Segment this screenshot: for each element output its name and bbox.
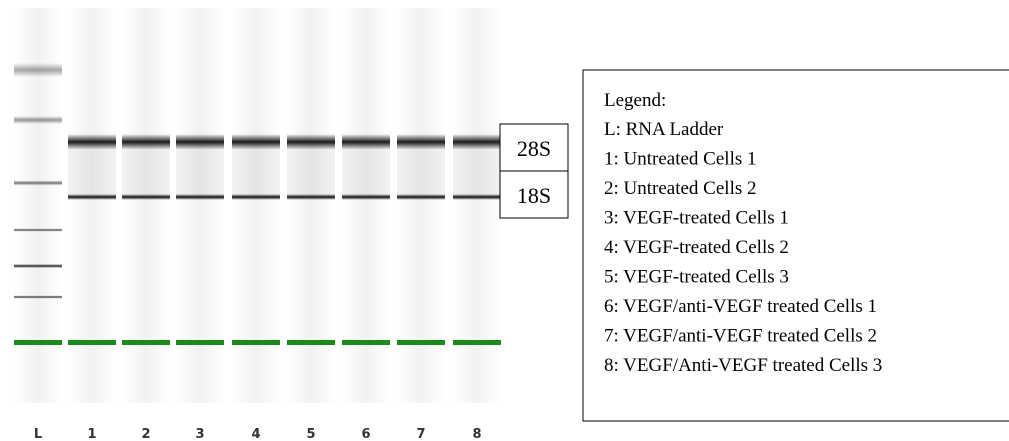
- legend-item: 4: VEGF-treated Cells 2: [604, 237, 789, 258]
- smear: [453, 150, 501, 195]
- lanes: L 1 2 3 4 5 6 7 8: [14, 8, 501, 441]
- smear: [232, 150, 280, 195]
- smear: [68, 150, 116, 195]
- marker-band: [232, 340, 280, 345]
- marker-band: [68, 340, 116, 345]
- band-28s: [122, 134, 170, 150]
- legend-title: Legend:: [604, 90, 666, 111]
- marker-band: [342, 340, 390, 345]
- legend-item: 6: VEGF/anti-VEGF treated Cells 1: [604, 296, 877, 317]
- lane-label: 7: [416, 427, 425, 441]
- marker-band: [287, 340, 335, 345]
- band-18s: [232, 194, 280, 200]
- smear: [176, 150, 224, 195]
- band-18s: [287, 194, 335, 200]
- legend-item: 2: Untreated Cells 2: [604, 178, 757, 199]
- band-18s: [397, 194, 445, 200]
- lane-label: L: [34, 427, 42, 441]
- lane-label: 4: [251, 427, 260, 441]
- marker-band: [397, 340, 445, 345]
- marker-band: [453, 340, 501, 345]
- band-18s: [342, 194, 390, 200]
- lane-label: 1: [87, 427, 96, 441]
- lane-label: 2: [141, 427, 150, 441]
- smear: [122, 150, 170, 195]
- legend-item: 3: VEGF-treated Cells 1: [604, 208, 789, 229]
- ladder-band: [14, 296, 62, 299]
- ladder-band: [14, 63, 62, 77]
- legend-item: 5: VEGF-treated Cells 3: [604, 267, 789, 288]
- band-28s: [287, 134, 335, 150]
- band-18s: [68, 194, 116, 200]
- band-28s: [68, 134, 116, 150]
- band-28s: [453, 134, 501, 150]
- legend-item: 1: Untreated Cells 1: [604, 149, 757, 170]
- lane-label: 5: [306, 427, 315, 441]
- band-28s: [342, 134, 390, 150]
- marker-band: [14, 340, 62, 345]
- legend-item: 7: VEGF/anti-VEGF treated Cells 2: [604, 326, 877, 347]
- smear: [397, 150, 445, 195]
- legend-item: 8: VEGF/Anti-VEGF treated Cells 3: [604, 355, 882, 376]
- ladder-band: [14, 229, 62, 232]
- lane-label: 6: [361, 427, 370, 441]
- ladder-band: [14, 116, 62, 124]
- marker-label: 18S: [517, 183, 551, 208]
- marker-label: 28S: [517, 136, 551, 161]
- band-28s: [232, 134, 280, 150]
- smear: [342, 150, 390, 195]
- band-18s: [453, 194, 501, 200]
- lane-label: 3: [195, 427, 204, 441]
- ladder-band: [14, 181, 62, 186]
- marker-band: [176, 340, 224, 345]
- gel-figure: L 1 2 3 4 5 6 7 8 28S 18S Legend: L: RNA Ladder 1…: [0, 0, 1009, 441]
- band-28s: [397, 134, 445, 150]
- band-18s: [122, 194, 170, 200]
- marker-band: [122, 340, 170, 345]
- lane-label: 8: [472, 427, 481, 441]
- ladder-band: [14, 264, 62, 268]
- band-28s: [176, 134, 224, 150]
- figure: L 1 2 3 4 5 6 7 8 28S 18S Legend: L: RNA Ladder 1…: [0, 0, 1009, 441]
- legend-item: L: RNA Ladder: [604, 119, 724, 140]
- band-18s: [176, 194, 224, 200]
- smear: [287, 150, 335, 195]
